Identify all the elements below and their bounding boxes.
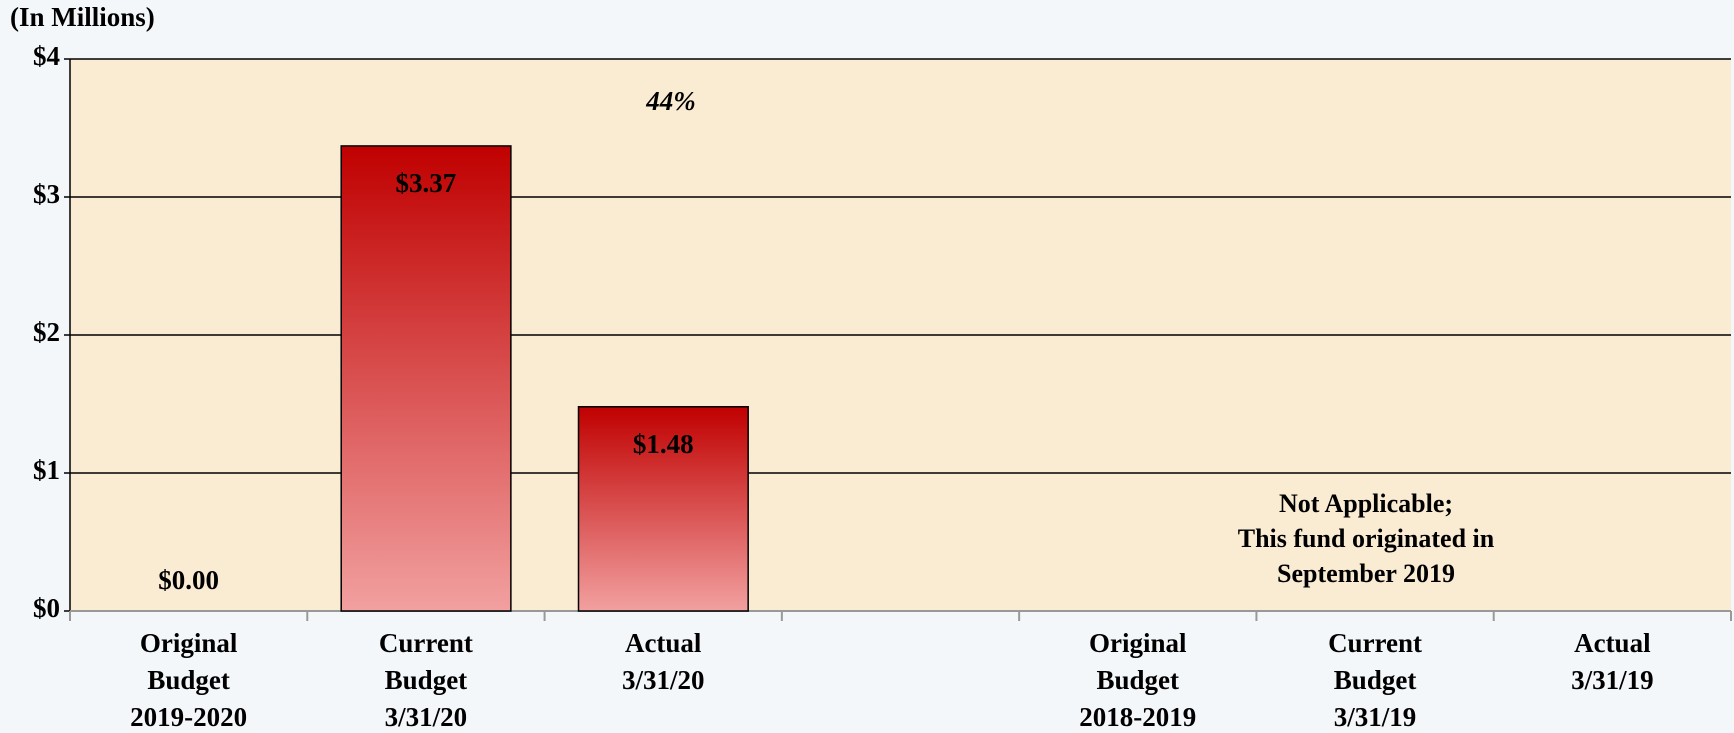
y-tick-label: $2 <box>33 317 60 347</box>
value-label: $1.48 <box>633 429 694 459</box>
bar <box>577 406 749 612</box>
x-tick-label: Actual 3/31/19 <box>1571 628 1654 695</box>
value-label: $0.00 <box>158 565 219 595</box>
y-axis-label: (In Millions) <box>10 2 155 32</box>
y-tick-label: $3 <box>33 179 60 209</box>
annotation: 44% <box>645 86 696 116</box>
x-tick-label: Current Budget 3/31/20 <box>378 628 473 732</box>
x-tick-label: Original Budget 2019-2020 <box>130 628 248 732</box>
annotation: Not Applicable; This fund originated in … <box>1237 489 1495 588</box>
bar <box>340 145 512 612</box>
y-tick-label: $0 <box>33 593 60 623</box>
y-tick-label: $1 <box>33 455 60 485</box>
x-tick-label: Current Budget 3/31/19 <box>1328 628 1423 732</box>
y-tick-label: $4 <box>33 41 60 71</box>
value-label: $3.37 <box>396 168 457 198</box>
x-tick-label: Actual 3/31/20 <box>621 628 705 695</box>
x-tick-label: Original Budget 2018-2019 <box>1079 628 1197 732</box>
